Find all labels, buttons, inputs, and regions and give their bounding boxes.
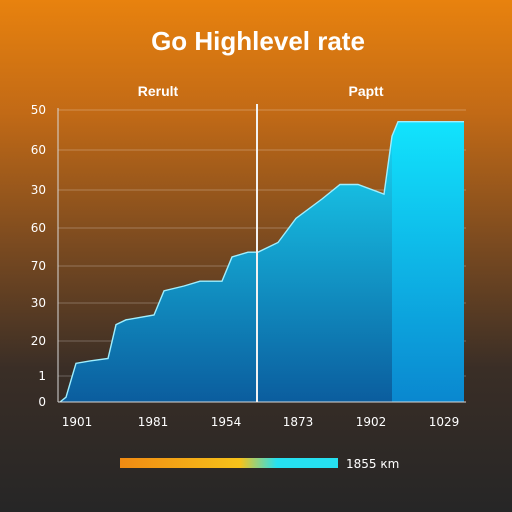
x-tick-label: 1902 [356,415,387,429]
y-tick-label: 70 [31,259,46,273]
y-tick-label: 60 [31,221,46,235]
x-axis-ticks: 1901 1981 1954 1873 1902 1029 [62,415,460,429]
series-line [59,120,464,403]
legend-label: 1855 кm [346,457,399,471]
x-tick-label: 1873 [283,415,314,429]
area-highlight [392,121,464,403]
y-tick-label: 60 [31,143,46,157]
y-tick-label: 30 [31,296,46,310]
x-tick-label: 1029 [429,415,460,429]
panel-label-left: Rerult [138,83,179,99]
chart-title: Go Highlevel rate [151,26,365,56]
x-tick-label: 1981 [138,415,169,429]
y-tick-label: 50 [31,103,46,117]
y-tick-label: 0 [38,395,46,409]
area-fill [60,121,464,403]
y-tick-label: 20 [31,334,46,348]
y-tick-label: 1 [38,369,46,383]
x-tick-label: 1901 [62,415,93,429]
x-tick-label: 1954 [211,415,242,429]
panel-label-right: Paptt [349,83,384,99]
y-tick-label: 30 [31,183,46,197]
legend-color-bar [120,458,338,468]
